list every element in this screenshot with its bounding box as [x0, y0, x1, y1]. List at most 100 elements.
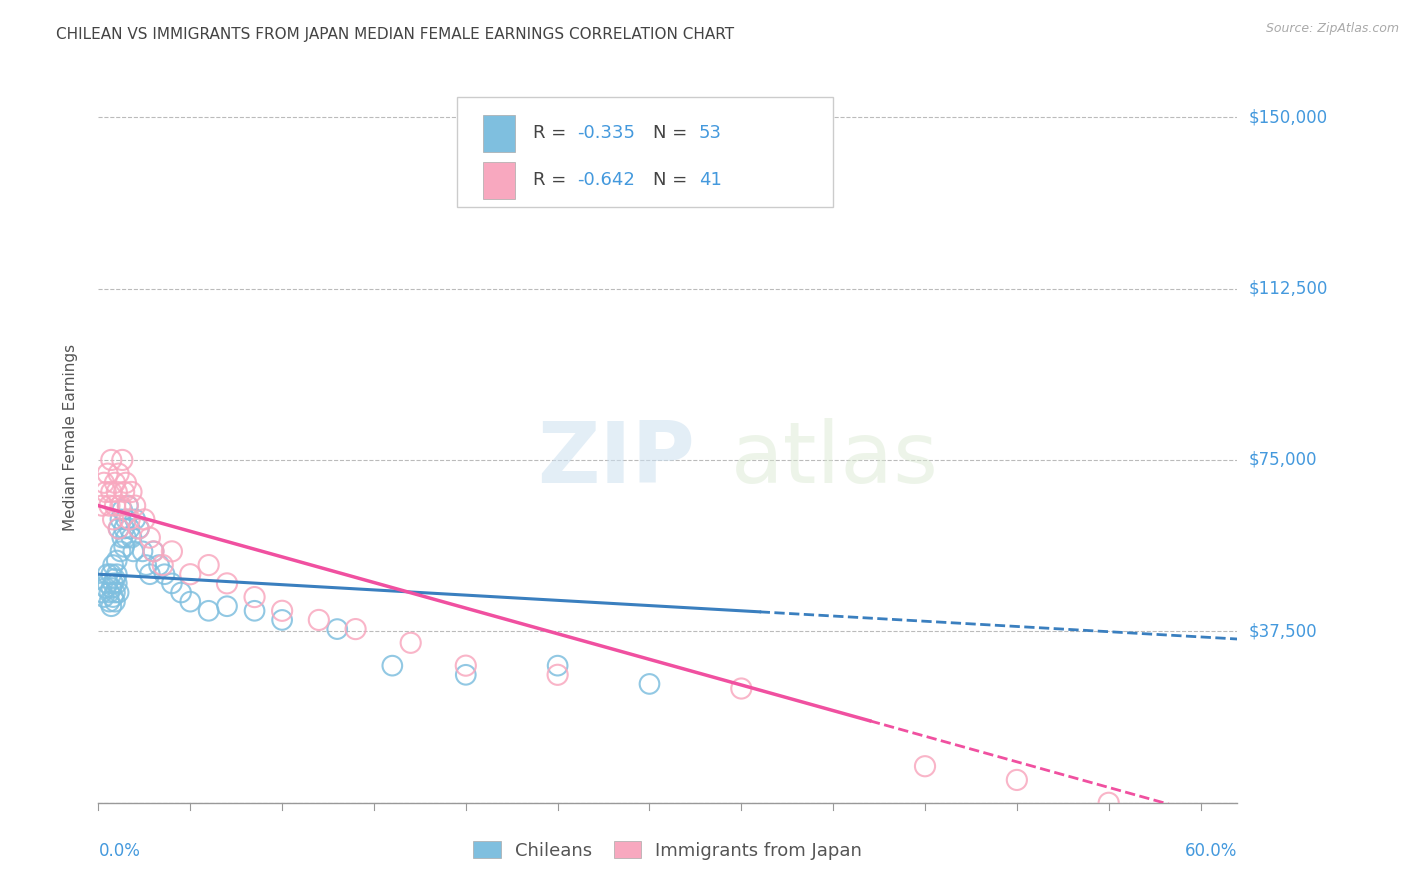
FancyBboxPatch shape: [457, 97, 832, 207]
Point: [94, 581, 117, 595]
Point: [98, 585, 121, 599]
Point: [105, 567, 128, 582]
Legend: Chileans, Immigrants from Japan: Chileans, Immigrants from Japan: [467, 834, 869, 867]
Point: [104, 475, 127, 490]
Point: [105, 576, 128, 591]
Point: [160, 576, 183, 591]
Point: [547, 658, 569, 673]
Text: Source: ZipAtlas.com: Source: ZipAtlas.com: [1265, 22, 1399, 36]
Text: ZIP: ZIP: [537, 417, 695, 500]
Point: [153, 567, 176, 582]
Point: [179, 594, 201, 608]
Point: [101, 558, 124, 573]
Point: [121, 484, 143, 499]
Point: [117, 499, 139, 513]
Point: [115, 531, 138, 545]
Point: [100, 453, 122, 467]
Point: [638, 677, 661, 691]
Point: [97, 576, 120, 591]
Text: N =: N =: [652, 171, 693, 189]
Point: [124, 499, 146, 513]
Text: $37,500: $37,500: [1249, 623, 1317, 640]
Point: [118, 512, 141, 526]
Text: N =: N =: [652, 124, 693, 143]
Point: [134, 512, 156, 526]
Point: [1098, 796, 1121, 810]
Point: [104, 594, 127, 608]
Point: [105, 553, 128, 567]
Point: [104, 499, 127, 513]
Point: [179, 567, 201, 582]
Point: [139, 531, 162, 545]
Point: [105, 484, 128, 499]
Text: $112,500: $112,500: [1249, 279, 1327, 298]
Text: CHILEAN VS IMMIGRANTS FROM JAPAN MEDIAN FEMALE EARNINGS CORRELATION CHART: CHILEAN VS IMMIGRANTS FROM JAPAN MEDIAN …: [56, 27, 734, 42]
Point: [160, 544, 183, 558]
Y-axis label: Median Female Earnings: Median Female Earnings: [63, 343, 77, 531]
Text: 0.0%: 0.0%: [98, 842, 141, 860]
Point: [112, 484, 135, 499]
Point: [1005, 772, 1028, 787]
Point: [148, 558, 170, 573]
Point: [100, 484, 122, 499]
Point: [97, 567, 120, 582]
Point: [117, 499, 139, 513]
Point: [142, 544, 165, 558]
Text: atlas: atlas: [731, 417, 938, 500]
Point: [730, 681, 752, 696]
Point: [111, 531, 134, 545]
Point: [115, 512, 138, 526]
Point: [107, 467, 129, 481]
Point: [142, 544, 165, 558]
Point: [107, 521, 129, 535]
Text: 53: 53: [699, 124, 721, 143]
Point: [215, 576, 238, 591]
Point: [128, 521, 150, 535]
Point: [139, 567, 162, 582]
Point: [197, 604, 219, 618]
FancyBboxPatch shape: [484, 162, 515, 199]
Point: [124, 512, 146, 526]
Point: [101, 576, 124, 591]
FancyBboxPatch shape: [484, 115, 515, 152]
Point: [93, 475, 115, 490]
Point: [118, 521, 141, 535]
Point: [110, 544, 132, 558]
Text: 60.0%: 60.0%: [1185, 842, 1237, 860]
Point: [112, 521, 135, 535]
Point: [122, 544, 145, 558]
Point: [454, 658, 477, 673]
Point: [128, 521, 150, 535]
Point: [93, 590, 115, 604]
Point: [107, 521, 129, 535]
Point: [399, 636, 422, 650]
Point: [135, 558, 157, 573]
Point: [97, 467, 120, 481]
Point: [98, 499, 121, 513]
Point: [111, 503, 134, 517]
Point: [271, 604, 294, 618]
Point: [344, 622, 367, 636]
Point: [115, 475, 138, 490]
Point: [110, 499, 132, 513]
Point: [91, 499, 114, 513]
Point: [101, 590, 124, 604]
Point: [152, 558, 174, 573]
Point: [326, 622, 349, 636]
Text: R =: R =: [533, 124, 572, 143]
Point: [454, 667, 477, 681]
Point: [170, 585, 193, 599]
Point: [101, 512, 124, 526]
Text: 41: 41: [699, 171, 721, 189]
Point: [100, 599, 122, 614]
Text: $75,000: $75,000: [1249, 451, 1317, 469]
Point: [104, 572, 127, 586]
Point: [98, 594, 121, 608]
Text: R =: R =: [533, 171, 572, 189]
Point: [215, 599, 238, 614]
Point: [107, 585, 129, 599]
Point: [131, 544, 153, 558]
Text: $150,000: $150,000: [1249, 108, 1327, 126]
Point: [914, 759, 936, 773]
Point: [111, 453, 134, 467]
